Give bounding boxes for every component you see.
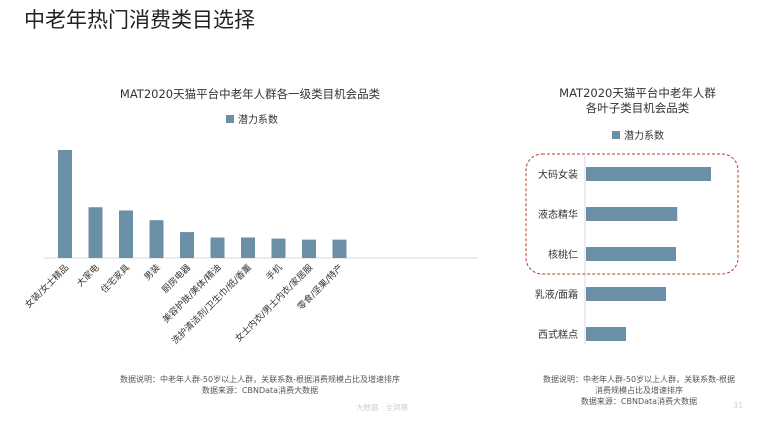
bar-10	[332, 239, 347, 258]
page-number: 31	[733, 401, 744, 410]
y-tick-label-5: 西式糕点	[538, 328, 578, 341]
bar-2	[586, 207, 678, 221]
bar-2	[88, 207, 103, 258]
legend-label: 潜力系数	[624, 131, 664, 142]
x-tick-label-1: 女装/女士精品	[22, 262, 71, 311]
bar-1	[586, 167, 711, 181]
right-chart-notes: 数据说明：中老年人群-50岁以上人群，关联系数-根据 消费规模占比及增速排序 数…	[520, 374, 758, 407]
x-tick-label-3: 住宅家具	[98, 262, 132, 296]
bar-9	[302, 239, 316, 258]
left-chart-legend: 潜力系数	[226, 111, 278, 126]
x-tick-label-2: 大家电	[74, 262, 102, 290]
bar-5	[586, 327, 626, 341]
bar-3	[586, 247, 676, 261]
page-title: 中老年热门消费类目选择	[24, 8, 255, 32]
y-tick-label-1: 大码女装	[538, 168, 578, 181]
right-chart-title-line-1: MAT2020天猫平台中老年人群	[559, 86, 716, 100]
bar-3	[119, 210, 133, 258]
x-tick-label-4: 男装	[141, 262, 162, 283]
footer-slogan: 大数据 · 全洞察	[356, 403, 409, 412]
bar-6	[210, 237, 225, 258]
left-note-2: 数据来源：CBNData消费大数据	[201, 386, 319, 395]
y-tick-label-4: 乳液/面霜	[535, 288, 578, 301]
right-note-2: 消费规模占比及增速排序	[595, 386, 683, 395]
highlight-frame	[525, 153, 739, 275]
bar-4	[586, 287, 666, 301]
bar-1	[58, 150, 72, 258]
right-chart-title-line-2: 各叶子类目机会品类	[585, 101, 690, 115]
legend-label: 潜力系数	[238, 115, 278, 126]
right-chart-title: MAT2020天猫平台中老年人群 各叶子类目机会品类	[520, 86, 755, 116]
right-chart-legend: 潜力系数	[612, 127, 664, 142]
left-chart-notes: 数据说明：中老年人群-50岁以上人群，关联系数-根据消费规模占比及增速排序 数据…	[60, 374, 460, 396]
bar-8	[271, 238, 286, 258]
legend-swatch	[226, 114, 234, 123]
left-note-1: 数据说明：中老年人群-50岁以上人群，关联系数-根据消费规模占比及增速排序	[120, 375, 400, 384]
bar-5	[180, 232, 194, 258]
right-note-1: 数据说明：中老年人群-50岁以上人群，关联系数-根据	[543, 375, 735, 384]
bar-4	[149, 220, 164, 258]
right-note-3: 数据来源：CBNData消费大数据	[580, 397, 698, 406]
bar-7	[241, 237, 255, 258]
legend-swatch	[612, 130, 620, 139]
y-tick-label-2: 液态精华	[538, 208, 578, 221]
y-tick-label-3: 核桃仁	[548, 248, 578, 261]
left-chart-title: MAT2020天猫平台中老年人群各一级类目机会品类	[119, 87, 381, 101]
x-tick-label-8: 手机	[263, 262, 284, 283]
